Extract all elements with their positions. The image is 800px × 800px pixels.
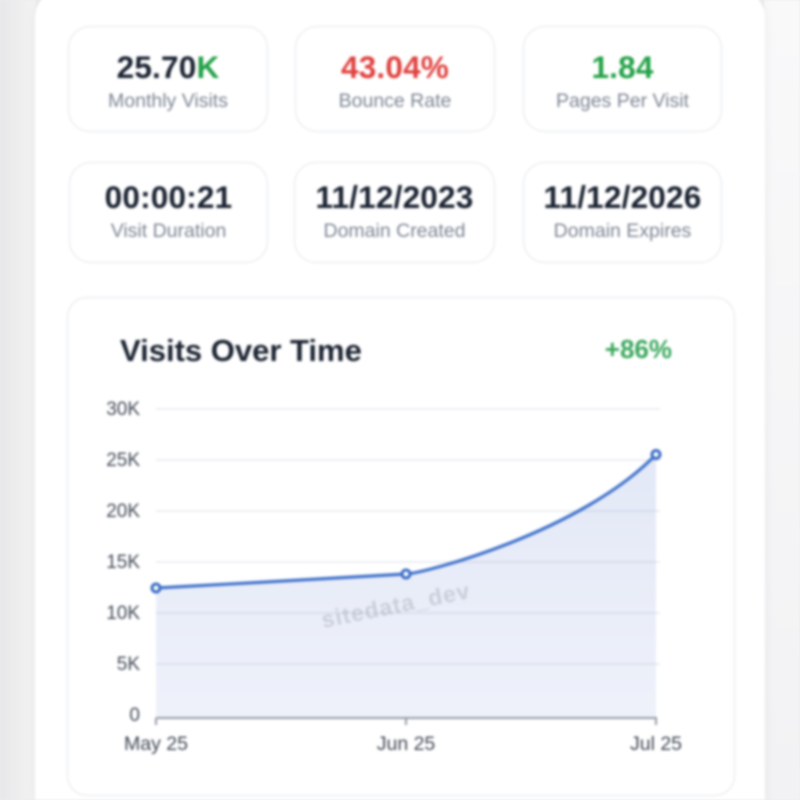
svg-text:10K: 10K bbox=[106, 603, 140, 624]
svg-text:Jul 25: Jul 25 bbox=[630, 733, 682, 755]
svg-text:Jun 25: Jun 25 bbox=[377, 733, 436, 755]
svg-text:20K: 20K bbox=[106, 501, 140, 522]
svg-text:0: 0 bbox=[129, 705, 140, 726]
svg-text:5K: 5K bbox=[117, 654, 141, 675]
svg-text:May 25: May 25 bbox=[124, 733, 188, 755]
svg-text:25K: 25K bbox=[106, 450, 140, 471]
svg-text:30K: 30K bbox=[106, 399, 140, 420]
svg-text:15K: 15K bbox=[106, 552, 140, 573]
